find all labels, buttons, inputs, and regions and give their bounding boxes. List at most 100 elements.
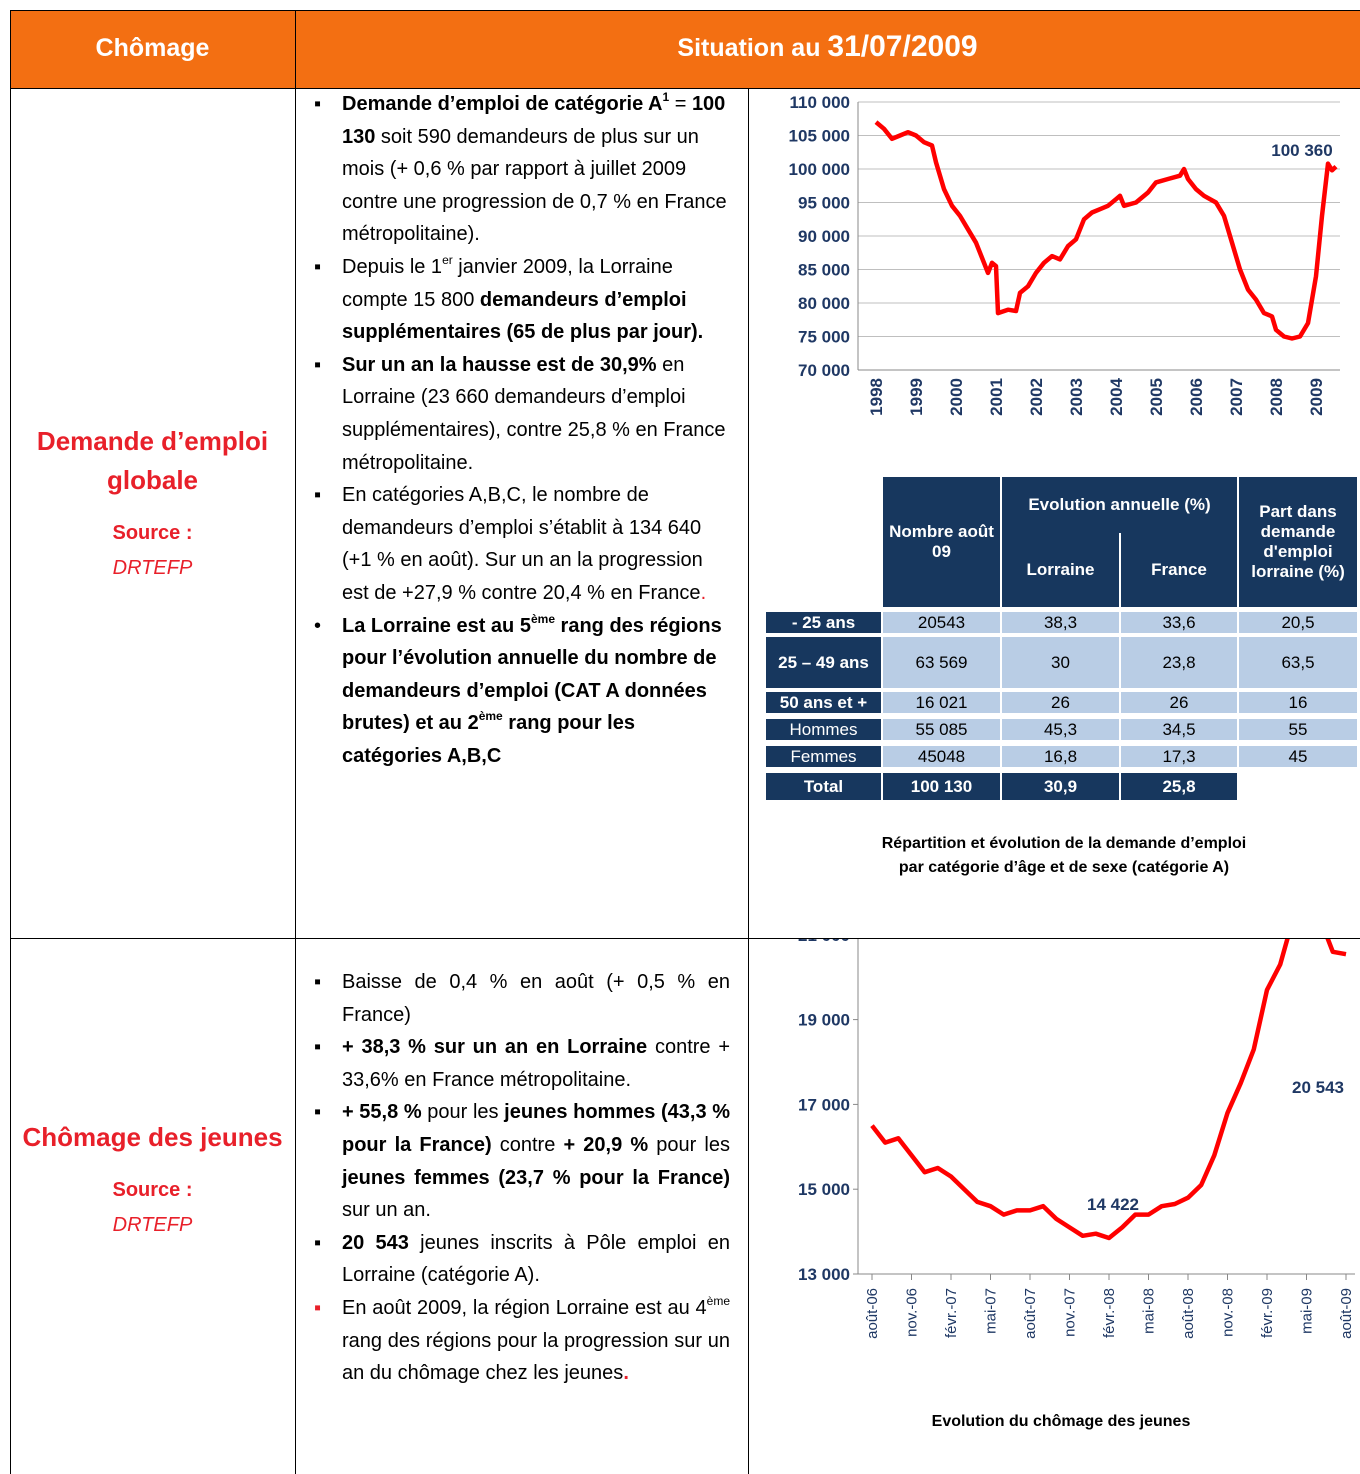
text-run: jeunes hommes (43,3 % pour la France) bbox=[342, 1101, 730, 1156]
y-tick-label: 17 000 bbox=[798, 1095, 850, 1114]
cell-text: 25 – 49 ans bbox=[778, 652, 869, 672]
bullet-marker: ▪ bbox=[314, 484, 322, 507]
table-cell: 16 021 bbox=[883, 692, 1000, 713]
cell-text: France bbox=[1151, 560, 1207, 579]
x-tick-label: nov.-08 bbox=[1220, 1288, 1237, 1337]
text-run: er bbox=[442, 252, 453, 267]
chart: 20 543 14 422 Evolution du chômage des j… bbox=[798, 939, 1355, 1430]
text-run: En août 2009, la région Lorraine est au … bbox=[342, 1296, 707, 1319]
bullet-marker: ▪ bbox=[314, 1101, 322, 1124]
y-tick-label: 95 000 bbox=[798, 194, 850, 213]
text-run: Depuis le 1 bbox=[342, 255, 443, 278]
caption-line: par catégorie d’âge et de sexe (catégori… bbox=[898, 859, 1230, 876]
cell-text: 33,6 bbox=[1162, 612, 1196, 632]
y-tick-label: 13 000 bbox=[798, 1265, 850, 1284]
table-cell: 45 bbox=[1239, 746, 1357, 767]
table-cell: Total bbox=[766, 773, 881, 800]
x-tick-label: 2004 bbox=[1107, 377, 1126, 415]
x-tick-label: août-08 bbox=[1180, 1288, 1197, 1339]
bullet-marker: ▪ bbox=[314, 255, 322, 278]
cell-text: 45 bbox=[1288, 746, 1308, 766]
bullet: ▪ + 55,8 % pour les jeunes hommes (43,3 %… bbox=[306, 1096, 730, 1226]
section-title: Chômage des jeunes bbox=[22, 1122, 283, 1152]
x-tick-label: 1999 bbox=[907, 378, 926, 416]
annotation: 14 422 bbox=[1087, 1195, 1139, 1214]
text-run: pour les bbox=[421, 1101, 505, 1124]
table-cell: 100 130 bbox=[883, 773, 1000, 800]
bullet: ▪ + 38,3 % sur un an en Lorraine contre +… bbox=[306, 1031, 730, 1096]
bullet-marker: ▪ bbox=[314, 971, 322, 993]
text-run: janvier 2009, la Lorraine compte 15 800 bbox=[342, 255, 673, 311]
table-cell: Part dans demande d'emploi lorraine (%) bbox=[1239, 477, 1357, 607]
title: Situation au bbox=[677, 34, 821, 62]
text-run: 100 130 bbox=[342, 93, 726, 148]
header-title: Situation au 31/07/2009 bbox=[295, 30, 1360, 64]
cell-text: 63,5 bbox=[1281, 652, 1315, 672]
caption-line: Répartition et évolution de la demande d… bbox=[881, 835, 1247, 852]
cell-text: Total bbox=[803, 776, 844, 796]
bullet: ▪ Sur un an la hausse est de 30,9% en Lor… bbox=[306, 349, 730, 479]
text-run: en Lorraine (23 660 demandeurs d’emploi … bbox=[342, 353, 726, 474]
table-cell: 25 – 49 ans bbox=[766, 637, 881, 688]
text-run: Demande d’emploi de catégorie A bbox=[342, 93, 663, 115]
x-tick-label: mai-07 bbox=[983, 1288, 1000, 1334]
text-run: . bbox=[623, 1362, 629, 1385]
table-cell: 26 bbox=[1002, 692, 1119, 713]
cell-text: 34,5 bbox=[1162, 719, 1196, 739]
x-tick-label: 2005 bbox=[1147, 378, 1166, 416]
cell-text: 63 569 bbox=[915, 652, 968, 672]
x-tick-label: 1998 bbox=[867, 378, 886, 416]
bullet: ▪ En catégories A,B,C, le nombre de deman… bbox=[306, 479, 730, 609]
y-tick-label: 80 000 bbox=[798, 294, 850, 313]
table-cell: 38,3 bbox=[1002, 612, 1119, 633]
section-title: Demande d’emploi globale bbox=[36, 426, 269, 495]
text-run: ème bbox=[478, 709, 503, 724]
border bbox=[748, 88, 749, 1474]
source: DRTEFP bbox=[112, 557, 193, 579]
bullet-list: ▪ Demande d’emploi de catégorie A1 = 100 … bbox=[306, 88, 730, 936]
text-run: En catégories A,B,C, le nombre de demand… bbox=[342, 484, 703, 604]
bullet-marker: ▪ bbox=[314, 1231, 322, 1254]
text-run: 20 543 bbox=[342, 1231, 409, 1254]
x-tick-label: 2001 bbox=[987, 378, 1006, 416]
x-tick-label: févr.-07 bbox=[943, 1288, 960, 1338]
cell-text: 20,5 bbox=[1281, 612, 1315, 632]
bullet-marker: ▪ bbox=[314, 1296, 322, 1319]
border bbox=[10, 88, 1360, 89]
cell-text: Nombre août 09 bbox=[889, 522, 994, 561]
cell-text: - 25 ans bbox=[791, 612, 856, 632]
data-line bbox=[874, 120, 1338, 341]
table-cell: 16,8 bbox=[1002, 746, 1119, 767]
bullet: ▪ Baisse de 0,4 % en août (+ 0,5 % en Fra… bbox=[306, 966, 730, 1031]
table-cell: France bbox=[1121, 533, 1237, 607]
cell-text: Hommes bbox=[789, 719, 858, 739]
x-tick-label: févr.-08 bbox=[1101, 1288, 1118, 1338]
table-cell: Femmes bbox=[766, 746, 881, 767]
table-cell: 20,5 bbox=[1239, 612, 1357, 633]
y-tick-label: 70 000 bbox=[798, 361, 850, 380]
table-cell: 30,9 bbox=[1002, 773, 1119, 800]
cell-text: 16 021 bbox=[915, 692, 968, 712]
table-cell: 50 ans et + bbox=[766, 692, 881, 713]
bullet: ▪ 20 543 jeunes inscrits à Pôle emploi en… bbox=[306, 1227, 730, 1292]
table-cell: 25,8 bbox=[1121, 773, 1237, 800]
cell-text: 55 bbox=[1288, 719, 1308, 739]
bullet-marker: ▪ bbox=[314, 353, 322, 376]
x-tick-label: août-07 bbox=[1022, 1288, 1039, 1339]
x-tick-label: août-06 bbox=[864, 1288, 881, 1339]
bullet-marker: ▪ bbox=[314, 93, 322, 115]
text-run: rang pour les catégories A,B,C bbox=[342, 712, 635, 767]
cell-text: Evolution annuelle (%) bbox=[1028, 495, 1211, 514]
table-cell: 23,8 bbox=[1121, 637, 1237, 688]
table-cell: 55 085 bbox=[883, 719, 1000, 740]
table-cell: 26 bbox=[1121, 692, 1237, 713]
text-run: + 38,3 % sur un an en Lorraine bbox=[342, 1036, 648, 1059]
cell-text: 55 085 bbox=[915, 719, 968, 739]
text-run: jeunes inscrits à Pôle emploi en Lorrain… bbox=[342, 1231, 730, 1287]
text-run: Sur un an la hausse est de 30,9% bbox=[342, 353, 657, 376]
y-tick-label: 105 000 bbox=[789, 127, 850, 146]
cell-text: Femmes bbox=[790, 746, 857, 766]
table-cell: Lorraine bbox=[1002, 533, 1119, 607]
text-run: 1 bbox=[662, 90, 670, 104]
